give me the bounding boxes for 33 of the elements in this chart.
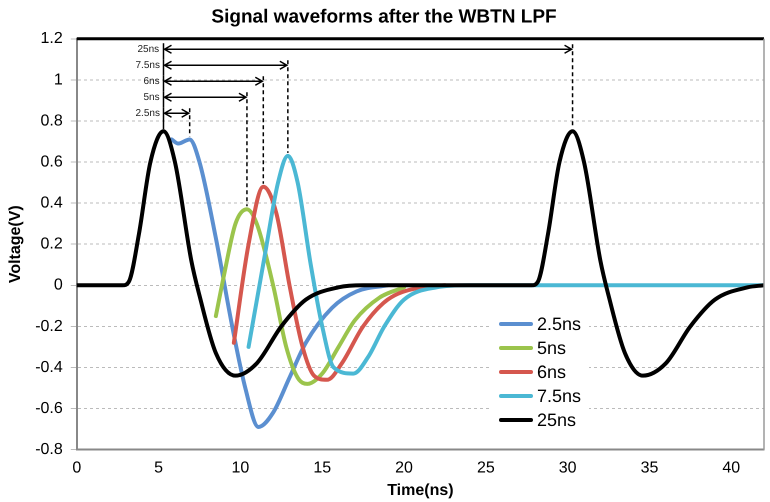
y-tick-label: 0.6 [40,153,63,170]
y-tick-label: -0.8 [35,441,63,458]
legend-label: 7.5ns [537,384,582,408]
y-tick-label: 0 [54,276,63,294]
annotation: 7.5ns [135,60,160,71]
legend-label: 5ns [537,336,566,360]
chart-title: Signal waveforms after the WBTN LPF [211,6,557,28]
annotation: 25ns [137,44,160,55]
x-tick-label: 0 [72,460,82,477]
x-tick-label: 10 [232,460,250,477]
y-tick-label: -0.2 [35,318,63,335]
annotation: 2.5ns [135,108,160,119]
x-tick-label: 15 [313,460,332,477]
x-tick-label: 35 [640,460,658,477]
legend-label: 2.5ns [537,312,582,336]
x-tick-label: 40 [722,460,740,477]
x-axis-title: Time(ns) [387,482,454,499]
y-tick-label: 0.8 [40,112,63,130]
y-tick-label: -0.6 [35,400,63,417]
legend-label: 25ns [537,408,576,432]
y-tick-label: 1.2 [40,30,63,48]
x-tick-label: 30 [558,460,577,477]
x-tick-label: 5 [154,460,164,477]
x-tick-label: 25 [476,460,495,477]
y-tick-label: 0.2 [40,236,63,253]
y-axis-title: Voltage(V) [7,205,24,284]
legend-label: 6ns [537,360,566,384]
y-tick-label: -0.4 [35,358,63,376]
x-tick-label: 20 [395,460,414,477]
annotation: 6ns [143,76,160,87]
y-tick-label: 0.4 [40,194,63,212]
y-tick-label: 1 [54,71,63,88]
annotation: 5ns [143,92,160,103]
